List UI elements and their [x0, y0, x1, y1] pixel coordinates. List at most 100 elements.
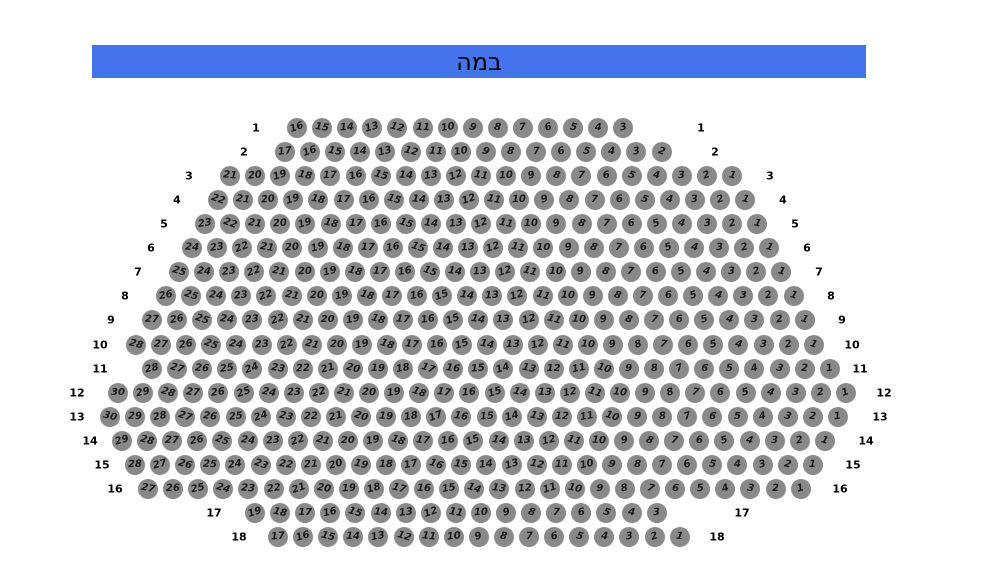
seat[interactable]: 12	[507, 286, 528, 307]
seat[interactable]: 3	[752, 454, 773, 475]
seat[interactable]: 2	[722, 214, 743, 235]
seat[interactable]: 26	[192, 358, 213, 379]
seat[interactable]: 17	[381, 286, 402, 307]
seat[interactable]: 9	[593, 310, 614, 331]
seat[interactable]: 15	[452, 334, 473, 355]
seat[interactable]: 3	[785, 382, 806, 403]
seat[interactable]: 1	[814, 430, 835, 451]
seat[interactable]: 7	[653, 334, 674, 355]
seat[interactable]: 12	[483, 238, 504, 259]
seat[interactable]: 11	[568, 358, 589, 379]
seat[interactable]: 7	[632, 286, 653, 307]
seat[interactable]: 12	[527, 334, 548, 355]
seat[interactable]: 13	[482, 286, 503, 307]
seat[interactable]: 5	[596, 502, 617, 523]
seat[interactable]: 11	[412, 118, 433, 138]
seat[interactable]: 6	[658, 286, 678, 307]
seat[interactable]: 21	[300, 454, 321, 475]
seat[interactable]: 16	[426, 454, 447, 475]
seat[interactable]: 29	[133, 382, 154, 403]
seat[interactable]: 9	[627, 406, 648, 427]
seat[interactable]: 8	[607, 286, 628, 307]
seat[interactable]: 28	[137, 430, 158, 451]
seat[interactable]: 8	[500, 142, 521, 163]
seat[interactable]: 5	[714, 430, 735, 451]
seat[interactable]: 10	[588, 430, 609, 451]
seat[interactable]: 18	[295, 166, 316, 187]
seat[interactable]: 21	[269, 262, 290, 283]
seat[interactable]: 23	[207, 238, 228, 259]
seat[interactable]: 18	[320, 214, 341, 235]
seat[interactable]: 1	[819, 358, 840, 379]
seat[interactable]: 3	[764, 430, 785, 451]
seat[interactable]: 22	[292, 358, 313, 379]
seat[interactable]: 1	[771, 262, 792, 283]
seat[interactable]: 16	[300, 142, 321, 163]
seat[interactable]: 1	[722, 166, 742, 187]
seat[interactable]: 11	[445, 502, 466, 523]
seat[interactable]: 13	[534, 382, 555, 403]
seat[interactable]: 7	[546, 502, 567, 523]
seat[interactable]: 7	[620, 262, 641, 283]
seat[interactable]: 18	[332, 238, 353, 259]
seat[interactable]: 3	[626, 142, 647, 163]
seat[interactable]: 1	[747, 214, 768, 235]
seat[interactable]: 18	[308, 190, 329, 211]
seat[interactable]: 18	[363, 478, 384, 499]
seat[interactable]: 13	[420, 166, 441, 187]
seat[interactable]: 7	[652, 454, 673, 475]
seat[interactable]: 10	[450, 142, 471, 163]
seat[interactable]: 3	[733, 286, 754, 307]
seat[interactable]: 8	[652, 406, 673, 427]
seat[interactable]: 23	[283, 382, 304, 403]
seat[interactable]: 24	[182, 238, 202, 259]
seat[interactable]: 5	[671, 262, 691, 283]
seat[interactable]: 24	[206, 286, 227, 307]
seat[interactable]: 16	[451, 406, 472, 427]
seat[interactable]: 21	[288, 478, 309, 499]
seat[interactable]: 12	[526, 454, 547, 475]
seat[interactable]: 6	[665, 478, 686, 499]
seat[interactable]: 3	[744, 310, 765, 331]
seat[interactable]: 16	[414, 478, 435, 499]
seat[interactable]: 8	[559, 190, 580, 211]
seat[interactable]: 26	[176, 334, 197, 355]
seat[interactable]: 17	[369, 262, 390, 283]
seat[interactable]: 8	[618, 310, 639, 331]
seat[interactable]: 10	[496, 166, 517, 187]
seat[interactable]: 20	[313, 478, 334, 499]
seat[interactable]: 23	[262, 430, 283, 451]
seat[interactable]: 10	[576, 454, 597, 475]
seat[interactable]: 28	[125, 454, 145, 475]
seat[interactable]: 13	[526, 406, 547, 427]
seat[interactable]: 11	[543, 310, 564, 331]
seat[interactable]: 15	[407, 238, 428, 259]
seat[interactable]: 8	[493, 527, 514, 548]
seat[interactable]: 16	[459, 382, 480, 403]
seat[interactable]: 8	[639, 430, 660, 451]
seat[interactable]: 7	[644, 310, 664, 331]
seat[interactable]: 11	[496, 214, 517, 235]
seat[interactable]: 3	[697, 214, 717, 235]
seat[interactable]: 15	[312, 118, 333, 138]
seat[interactable]: 10	[443, 527, 464, 548]
seat[interactable]: 8	[571, 214, 592, 235]
seat[interactable]: 14	[445, 262, 466, 283]
seat[interactable]: 18	[376, 454, 396, 475]
seat[interactable]: 7	[571, 166, 592, 187]
seat[interactable]: 3	[753, 334, 774, 355]
seat[interactable]: 26	[187, 430, 208, 451]
seat[interactable]: 22	[208, 190, 228, 211]
seat[interactable]: 1	[790, 478, 811, 499]
seat[interactable]: 20	[326, 334, 347, 355]
seat[interactable]: 7	[677, 406, 698, 427]
seat[interactable]: 2	[810, 382, 831, 403]
seat[interactable]: 9	[462, 118, 483, 138]
seat[interactable]: 4	[727, 454, 748, 475]
seat[interactable]: 16	[427, 334, 448, 355]
seat[interactable]: 7	[596, 214, 617, 235]
seat[interactable]: 8	[521, 502, 542, 523]
seat[interactable]: 15	[484, 382, 505, 403]
seat[interactable]: 11	[563, 430, 584, 451]
seat[interactable]: 24	[225, 454, 246, 475]
